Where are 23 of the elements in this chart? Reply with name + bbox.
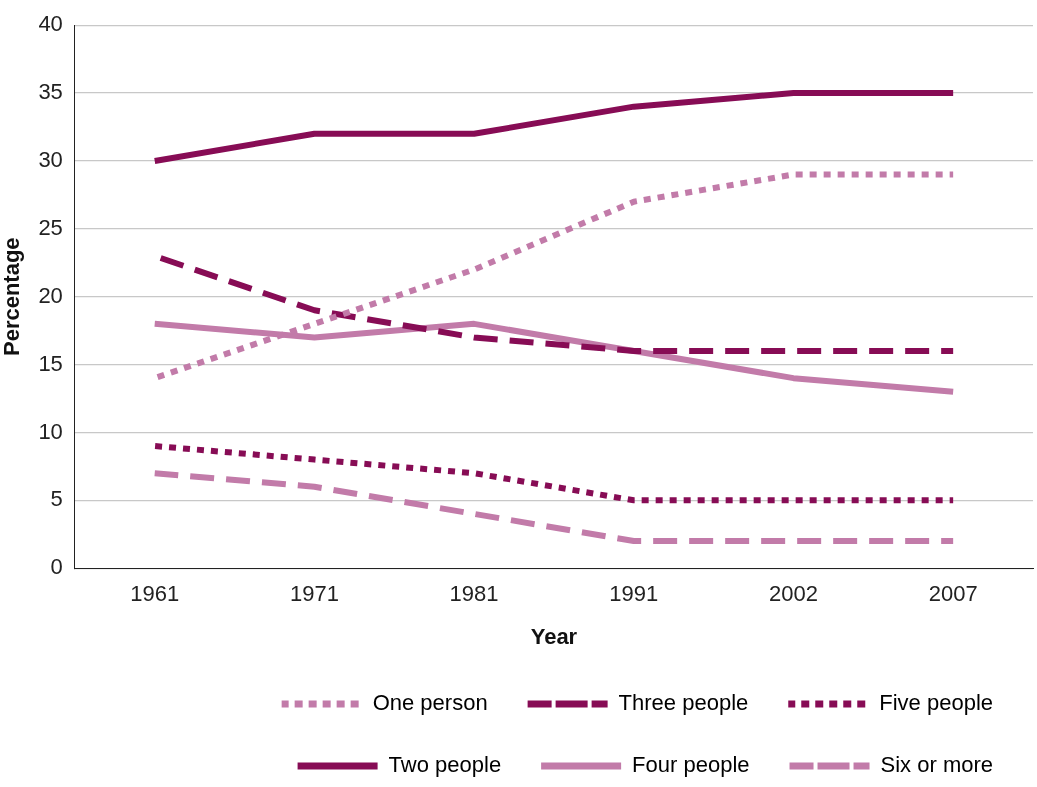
x-tick-label: 1971 bbox=[289, 581, 339, 607]
y-tick-label: 30 bbox=[38, 147, 63, 173]
y-axis-title: Percentage bbox=[0, 237, 25, 357]
legend-label: Six or more bbox=[880, 752, 994, 778]
y-tick-label: 15 bbox=[38, 350, 63, 376]
x-tick-label: 2007 bbox=[928, 581, 978, 607]
legend-label: Three people bbox=[618, 690, 749, 716]
y-tick-label: 10 bbox=[38, 418, 63, 444]
x-tick-label: 1961 bbox=[130, 581, 180, 607]
y-tick-label: 20 bbox=[38, 282, 63, 308]
x-tick-label: 1981 bbox=[449, 581, 499, 607]
y-tick-label: 5 bbox=[50, 486, 63, 512]
y-tick-label: 0 bbox=[50, 554, 63, 580]
y-tick-label: 40 bbox=[38, 11, 63, 37]
legend-label: Four people bbox=[632, 752, 750, 778]
legend-label: Two people bbox=[388, 752, 502, 778]
x-axis-title: Year bbox=[530, 623, 578, 649]
legend-label: Five people bbox=[879, 690, 994, 716]
x-tick-label: 1991 bbox=[609, 581, 659, 607]
y-tick-label: 35 bbox=[38, 79, 63, 105]
y-tick-label: 25 bbox=[38, 214, 63, 240]
x-tick-label: 2002 bbox=[768, 581, 818, 607]
legend-label: One person bbox=[372, 690, 488, 716]
